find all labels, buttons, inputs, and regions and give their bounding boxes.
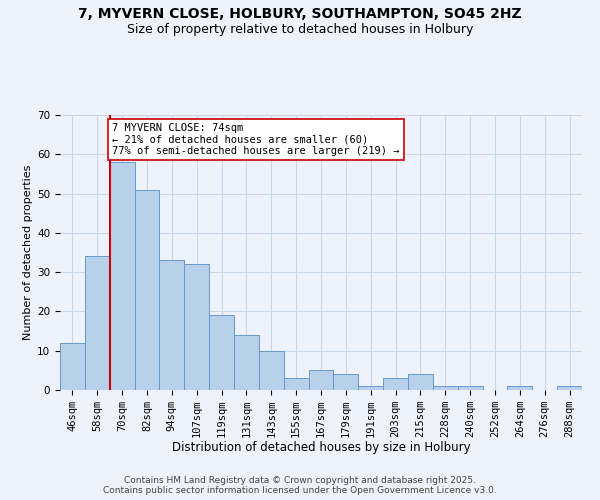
Bar — [134, 190, 160, 390]
Bar — [209, 316, 234, 390]
Bar — [557, 386, 582, 390]
Bar — [184, 264, 209, 390]
Bar — [408, 374, 433, 390]
X-axis label: Distribution of detached houses by size in Holbury: Distribution of detached houses by size … — [172, 442, 470, 454]
Bar — [433, 386, 458, 390]
Bar — [284, 378, 308, 390]
Bar — [508, 386, 532, 390]
Bar — [358, 386, 383, 390]
Bar — [160, 260, 184, 390]
Y-axis label: Number of detached properties: Number of detached properties — [23, 165, 33, 340]
Text: Size of property relative to detached houses in Holbury: Size of property relative to detached ho… — [127, 22, 473, 36]
Bar — [110, 162, 134, 390]
Text: 7, MYVERN CLOSE, HOLBURY, SOUTHAMPTON, SO45 2HZ: 7, MYVERN CLOSE, HOLBURY, SOUTHAMPTON, S… — [78, 8, 522, 22]
Bar — [334, 374, 358, 390]
Bar — [458, 386, 482, 390]
Bar — [259, 350, 284, 390]
Bar — [308, 370, 334, 390]
Text: 7 MYVERN CLOSE: 74sqm
← 21% of detached houses are smaller (60)
77% of semi-deta: 7 MYVERN CLOSE: 74sqm ← 21% of detached … — [112, 123, 400, 156]
Bar — [234, 335, 259, 390]
Bar — [383, 378, 408, 390]
Bar — [85, 256, 110, 390]
Bar — [60, 343, 85, 390]
Text: Contains HM Land Registry data © Crown copyright and database right 2025.
Contai: Contains HM Land Registry data © Crown c… — [103, 476, 497, 495]
